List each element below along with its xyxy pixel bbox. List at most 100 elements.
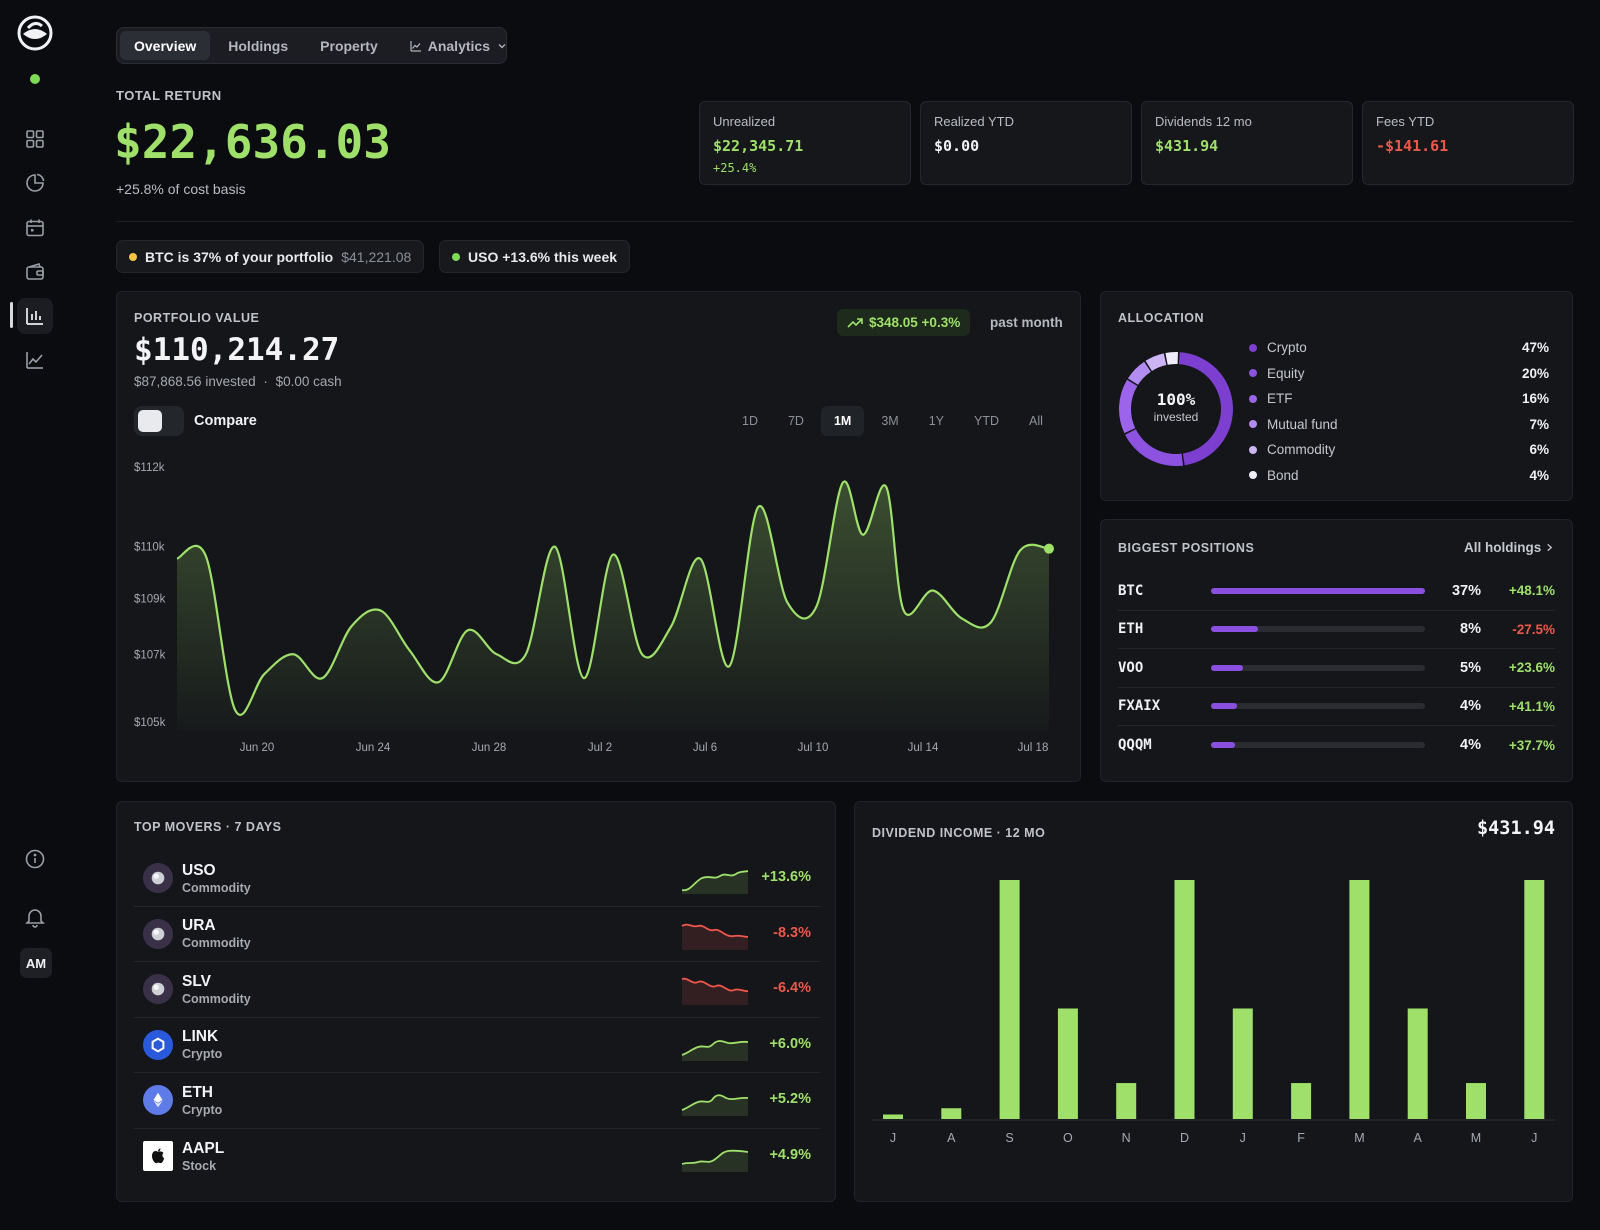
allocation-item[interactable]: Bond 4% (1249, 463, 1549, 489)
portfolio-line-chart[interactable]: $112k $110k $109k $107k $105k Jun 20 Jun 24 Jun… (117, 442, 1080, 772)
x-tick-label: Jul 10 (798, 742, 829, 754)
dividend-bar[interactable] (1407, 1008, 1428, 1119)
x-tick-label: Jul 14 (908, 742, 939, 754)
donut-slice[interactable] (1178, 352, 1233, 466)
mover-row[interactable]: AAPL Stock +4.9% (134, 1129, 820, 1185)
dividend-total: $431.94 (1477, 818, 1555, 839)
allocation-item[interactable]: Crypto 47% (1249, 335, 1549, 361)
mover-category: Crypto (182, 1102, 223, 1117)
pie-chart-icon[interactable] (17, 165, 53, 201)
alert-mover[interactable]: USO +13.6% this week (439, 240, 631, 273)
active-nav-indicator (10, 302, 13, 328)
position-change: +41.1% (1508, 698, 1555, 714)
tab-property[interactable]: Property (306, 31, 392, 60)
commodity-icon (143, 974, 173, 1005)
position-row[interactable]: FXAIX 4% +41.1% (1118, 688, 1555, 726)
position-row[interactable]: VOO 5% +23.6% (1118, 649, 1555, 688)
donut-slice[interactable] (1119, 379, 1138, 434)
range-ytd[interactable]: YTD (974, 414, 1000, 428)
allocation-name: ETF (1267, 391, 1293, 407)
allocation-donut-chart[interactable] (1118, 351, 1234, 467)
donut-slice[interactable] (1145, 353, 1167, 371)
dividend-bar[interactable] (1466, 1083, 1486, 1119)
panel-title: DIVIDEND INCOME · 12 MO (872, 826, 1046, 840)
dividend-bar[interactable] (1057, 1008, 1078, 1119)
dividend-bar[interactable] (1524, 880, 1545, 1119)
all-holdings-link[interactable]: All holdings (1464, 540, 1554, 555)
allocation-item[interactable]: Mutual fund 7% (1249, 412, 1549, 438)
position-row[interactable]: ETH 8% -27.5% (1118, 611, 1555, 649)
portfolio-breakdown: $87,868.56 invested · $0.00 cash (134, 374, 342, 389)
alert-text: USO +13.6% this week (468, 248, 618, 265)
stat-value: -$141.61 (1376, 137, 1449, 155)
cash-amount: $0.00 cash (275, 374, 342, 389)
allocation-pct: 6% (1529, 442, 1549, 458)
panel-title: PORTFOLIO VALUE (134, 311, 260, 325)
dividend-bar[interactable] (1174, 880, 1195, 1119)
allocation-legend: Crypto 47% Equity 20% ETF 16% Mutual fund 7%… (1249, 335, 1549, 488)
donut-slice[interactable] (1127, 361, 1151, 385)
position-bar (1211, 626, 1425, 633)
alert-concentration[interactable]: BTC is 37% of your portfolio $41,221.08 (116, 240, 425, 273)
section-divider (116, 221, 1573, 222)
user-avatar[interactable]: AM (20, 948, 52, 978)
ethereum-icon (143, 1085, 173, 1116)
mover-row[interactable]: ETH Crypto +5.2% (134, 1073, 820, 1129)
position-row[interactable]: QQQM 4% +37.7% (1118, 726, 1555, 765)
status-indicator (30, 74, 40, 84)
allocation-item[interactable]: Equity 20% (1249, 361, 1549, 387)
dividend-bar[interactable] (1232, 1008, 1253, 1119)
dividend-bar[interactable] (1291, 1083, 1312, 1119)
position-bar-fill (1211, 626, 1259, 633)
tab-overview[interactable]: Overview (120, 31, 211, 60)
info-icon[interactable] (17, 841, 53, 877)
mover-change: +13.6% (761, 869, 811, 885)
mover-symbol: AAPL (182, 1139, 225, 1157)
allocation-item[interactable]: ETF 16% (1249, 386, 1549, 412)
dividend-bar[interactable] (999, 880, 1020, 1119)
position-bar-fill (1211, 587, 1425, 594)
compare-toggle[interactable] (134, 406, 184, 436)
dashboard-grid-icon[interactable] (17, 121, 53, 157)
range-1y[interactable]: 1Y (928, 414, 945, 428)
tab-analytics[interactable]: Analytics (396, 31, 522, 60)
dividend-bar[interactable] (1116, 1083, 1137, 1119)
mover-row[interactable]: URA Commodity -8.3% (134, 907, 820, 962)
range-1m[interactable]: 1M (820, 406, 865, 436)
line-chart-icon[interactable] (17, 342, 53, 378)
change-period: past month (990, 315, 1063, 330)
wallet-icon[interactable] (17, 254, 53, 290)
portfolio-area-fill (177, 481, 1049, 730)
position-row[interactable]: BTC 37% +48.1% (1118, 572, 1555, 611)
position-pct: 4% (1460, 698, 1481, 715)
allocation-panel: ALLOCATION 100% invested Crypto 47% Equit… (1100, 291, 1573, 501)
dividend-bar[interactable] (941, 1108, 962, 1119)
calendar-icon[interactable] (17, 210, 53, 246)
dividend-bar[interactable] (883, 1114, 903, 1119)
x-tick-label: Jun 28 (472, 742, 507, 754)
range-7d[interactable]: 7D (787, 414, 804, 428)
mover-row[interactable]: SLV Commodity -6.4% (134, 962, 820, 1018)
tab-label: Property (320, 37, 378, 54)
range-3m[interactable]: 3M (881, 414, 899, 428)
mover-row[interactable]: LINK Crypto +6.0% (134, 1018, 820, 1073)
alert-text: BTC is 37% of your portfolio (145, 248, 334, 265)
bar-chart-icon[interactable] (17, 298, 53, 334)
month-label: J (1240, 1131, 1246, 1145)
mover-row[interactable]: USO Commodity +13.6% (134, 851, 820, 907)
tab-holdings[interactable]: Holdings (214, 31, 302, 60)
donut-slice[interactable] (1125, 429, 1184, 466)
donut-slice[interactable] (1165, 352, 1178, 365)
range-all[interactable]: All (1029, 414, 1043, 428)
mover-sparkline (681, 977, 749, 1005)
allocation-item[interactable]: Commodity 6% (1249, 437, 1549, 463)
position-pct: 37% (1451, 582, 1481, 599)
range-1d[interactable]: 1D (742, 414, 758, 428)
dividend-bar[interactable] (1349, 880, 1370, 1119)
portfolio-value: $110,214.27 (134, 332, 340, 368)
app-logo[interactable] (16, 14, 54, 52)
legend-dot (1249, 394, 1257, 403)
x-tick-label: Jun 20 (240, 742, 275, 754)
bell-icon[interactable] (17, 899, 53, 935)
